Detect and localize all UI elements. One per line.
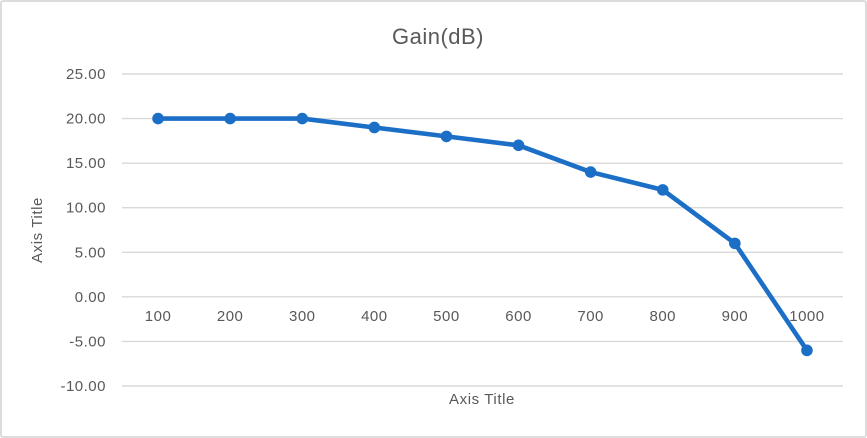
x-axis-title: Axis Title — [449, 391, 515, 408]
data-point-marker — [512, 139, 525, 152]
y-tick-label: 20.00 — [66, 111, 106, 128]
x-tick-label: 800 — [649, 308, 676, 325]
y-tick-label: -5.00 — [69, 333, 106, 350]
x-tick-label: 700 — [577, 308, 604, 325]
x-tick-label: 200 — [217, 308, 244, 325]
y-tick-label: 15.00 — [66, 155, 106, 172]
data-point-marker — [152, 112, 164, 125]
y-tick-label: 0.00 — [75, 289, 106, 306]
y-tick-label: 5.00 — [75, 244, 106, 261]
x-tick-label: 300 — [289, 308, 316, 325]
y-tick-label: 10.00 — [66, 200, 106, 217]
y-axis-title: Axis Title — [29, 197, 46, 263]
data-point-marker — [584, 166, 597, 178]
x-tick-label: 100 — [145, 308, 172, 325]
data-point-marker — [296, 112, 309, 125]
chart-title: Gain(dB) — [392, 24, 484, 49]
x-tick-label: 900 — [722, 308, 749, 325]
y-tick-label: -10.00 — [60, 378, 106, 395]
y-tick-label: 25.00 — [66, 66, 106, 83]
series-line — [155, 116, 810, 353]
data-point-marker — [224, 112, 236, 125]
y-axis-tick-labels: 25.00 20.00 15.00 10.00 5.00 0.00 -5.00 -10.00 — [60, 66, 106, 395]
x-tick-label: 500 — [433, 308, 460, 325]
data-point-marker — [656, 184, 669, 196]
data-point-marker — [729, 237, 741, 250]
data-series — [152, 112, 813, 357]
data-point-marker — [440, 130, 453, 143]
x-axis-tick-labels: 100 200 300 400 500 600 700 800 900 1000 — [145, 308, 824, 325]
x-tick-label: 600 — [505, 308, 532, 325]
data-point-marker — [368, 121, 381, 134]
x-tick-label: 1000 — [789, 308, 824, 325]
x-tick-label: 400 — [361, 308, 388, 325]
data-point-marker — [801, 344, 813, 357]
